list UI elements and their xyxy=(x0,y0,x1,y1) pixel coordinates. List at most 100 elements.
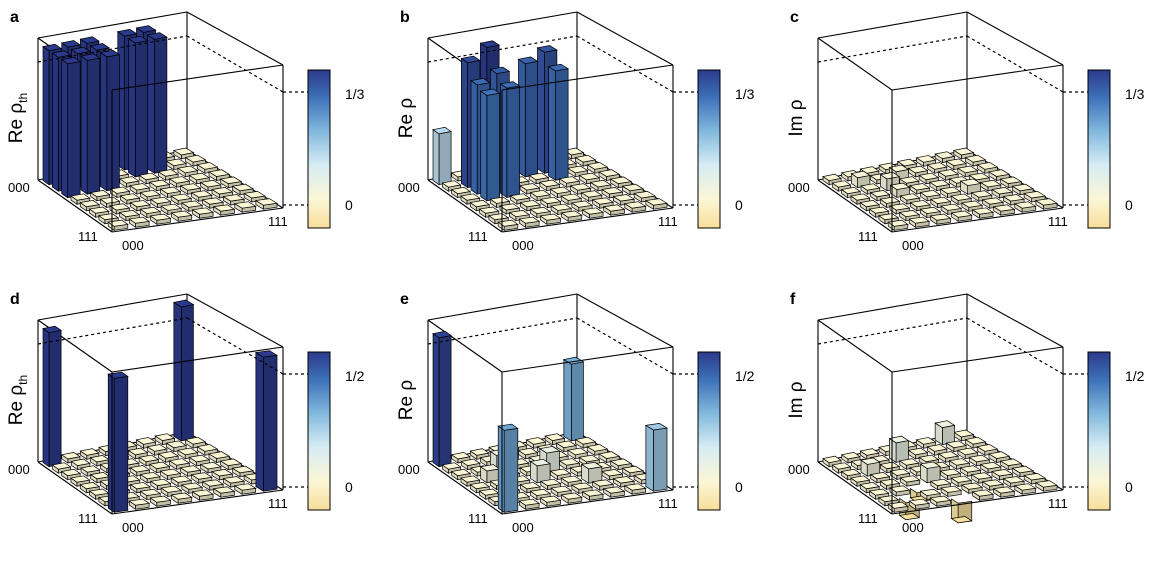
box-edge xyxy=(501,64,674,91)
floor-tile xyxy=(539,196,562,205)
floor-tile xyxy=(558,458,581,466)
floor-grid xyxy=(822,420,1059,524)
box-edge xyxy=(501,489,674,515)
colorbar xyxy=(697,351,721,511)
box-edge xyxy=(817,461,893,515)
bar-side xyxy=(506,85,520,198)
bar-top xyxy=(538,446,561,454)
bar-front xyxy=(645,424,654,492)
floor-tile xyxy=(168,458,191,466)
bar-front xyxy=(128,37,136,178)
col-start-label: 000 xyxy=(902,238,924,253)
bar-front xyxy=(51,52,59,192)
floor-tile xyxy=(621,183,645,192)
col-end-label: 111 xyxy=(658,214,678,229)
colorbar xyxy=(307,351,331,511)
box-edge xyxy=(427,319,503,373)
colorbar-zero-label: 0 xyxy=(735,479,743,495)
bar-front xyxy=(563,358,572,442)
bar-top xyxy=(950,516,973,524)
col-start-label: 000 xyxy=(512,520,534,535)
floor-tile xyxy=(201,197,225,205)
box-edge xyxy=(891,64,1064,91)
bar-side xyxy=(180,304,194,442)
floor-tile xyxy=(831,462,852,470)
floor-tile xyxy=(139,488,162,496)
floor-tile xyxy=(560,492,583,500)
bar-top xyxy=(499,81,521,89)
floor-tile xyxy=(70,475,91,483)
floor-tile xyxy=(148,179,171,188)
floor-tile xyxy=(211,469,234,477)
max-level-line xyxy=(817,317,968,345)
floor-tile xyxy=(212,486,236,494)
floor-tile xyxy=(999,458,1023,467)
floor-tile xyxy=(960,200,984,208)
box-edge xyxy=(111,346,284,373)
floor-tile xyxy=(159,186,182,194)
box-edge xyxy=(111,64,284,91)
floor-tile xyxy=(560,193,583,201)
colorbar-max-label: 1/3 xyxy=(1125,86,1145,102)
box-edge xyxy=(891,207,1064,233)
bar-front xyxy=(432,333,440,468)
floor-tile xyxy=(128,498,151,506)
floor-tile xyxy=(859,448,880,456)
bar-side xyxy=(555,68,569,181)
floor-tile xyxy=(976,162,999,170)
floor-tile xyxy=(208,169,231,177)
bar-front xyxy=(61,58,68,199)
panel-label: c xyxy=(790,9,799,26)
floor-tile xyxy=(868,488,890,496)
floor-tile xyxy=(1023,191,1047,199)
bar-top xyxy=(547,63,570,72)
box-edge xyxy=(427,11,578,39)
floor-tile xyxy=(60,452,81,460)
bar-top xyxy=(60,57,82,65)
floor-tile xyxy=(199,179,222,188)
bar-top xyxy=(529,458,552,467)
floor-tile xyxy=(549,186,572,194)
bar-front xyxy=(42,45,50,186)
floor-tile xyxy=(70,458,91,466)
box-edge xyxy=(501,207,674,233)
bar-front xyxy=(480,90,488,202)
box-edge xyxy=(966,293,1064,348)
box-edge xyxy=(427,293,578,321)
floor-tile xyxy=(952,147,975,156)
floor-tile xyxy=(539,478,562,487)
floor-tile xyxy=(899,193,921,201)
colorbar-max-label: 1/3 xyxy=(735,86,755,102)
bar-top xyxy=(580,461,603,470)
bar-front xyxy=(173,301,182,442)
floor-tile xyxy=(609,458,633,467)
row-end-label: 111 xyxy=(468,511,488,526)
floor-tile xyxy=(918,454,940,463)
floor-tile xyxy=(898,210,921,218)
floor-tile xyxy=(939,468,962,476)
bar-front xyxy=(100,51,108,192)
floor-tile xyxy=(441,462,462,470)
colorbar xyxy=(1087,351,1111,511)
floor-tile xyxy=(860,183,881,191)
floor-tile xyxy=(928,179,951,188)
floor-tile xyxy=(898,176,920,184)
floor-tile xyxy=(929,478,952,487)
floor-tile xyxy=(129,200,151,208)
floor-tile xyxy=(109,203,131,211)
max-level-line xyxy=(427,35,578,63)
floor-tile xyxy=(971,207,995,215)
box-edge xyxy=(501,346,674,373)
bar-top xyxy=(489,66,511,74)
colorbar-zero-label: 0 xyxy=(345,479,353,495)
colorbar-zero-label: 0 xyxy=(1125,197,1133,213)
max-level-line xyxy=(186,317,284,375)
box-edge xyxy=(186,293,284,348)
floor-tile xyxy=(127,447,149,456)
floor-tile xyxy=(460,475,481,483)
floor-tile xyxy=(1002,194,1026,202)
z-axis-label: Re ρth xyxy=(6,93,30,143)
bar-top xyxy=(254,350,279,358)
floor-tile xyxy=(222,194,246,202)
panel-d: d 1/2 0 Re ρth 000 111 000 111 xyxy=(6,291,365,535)
